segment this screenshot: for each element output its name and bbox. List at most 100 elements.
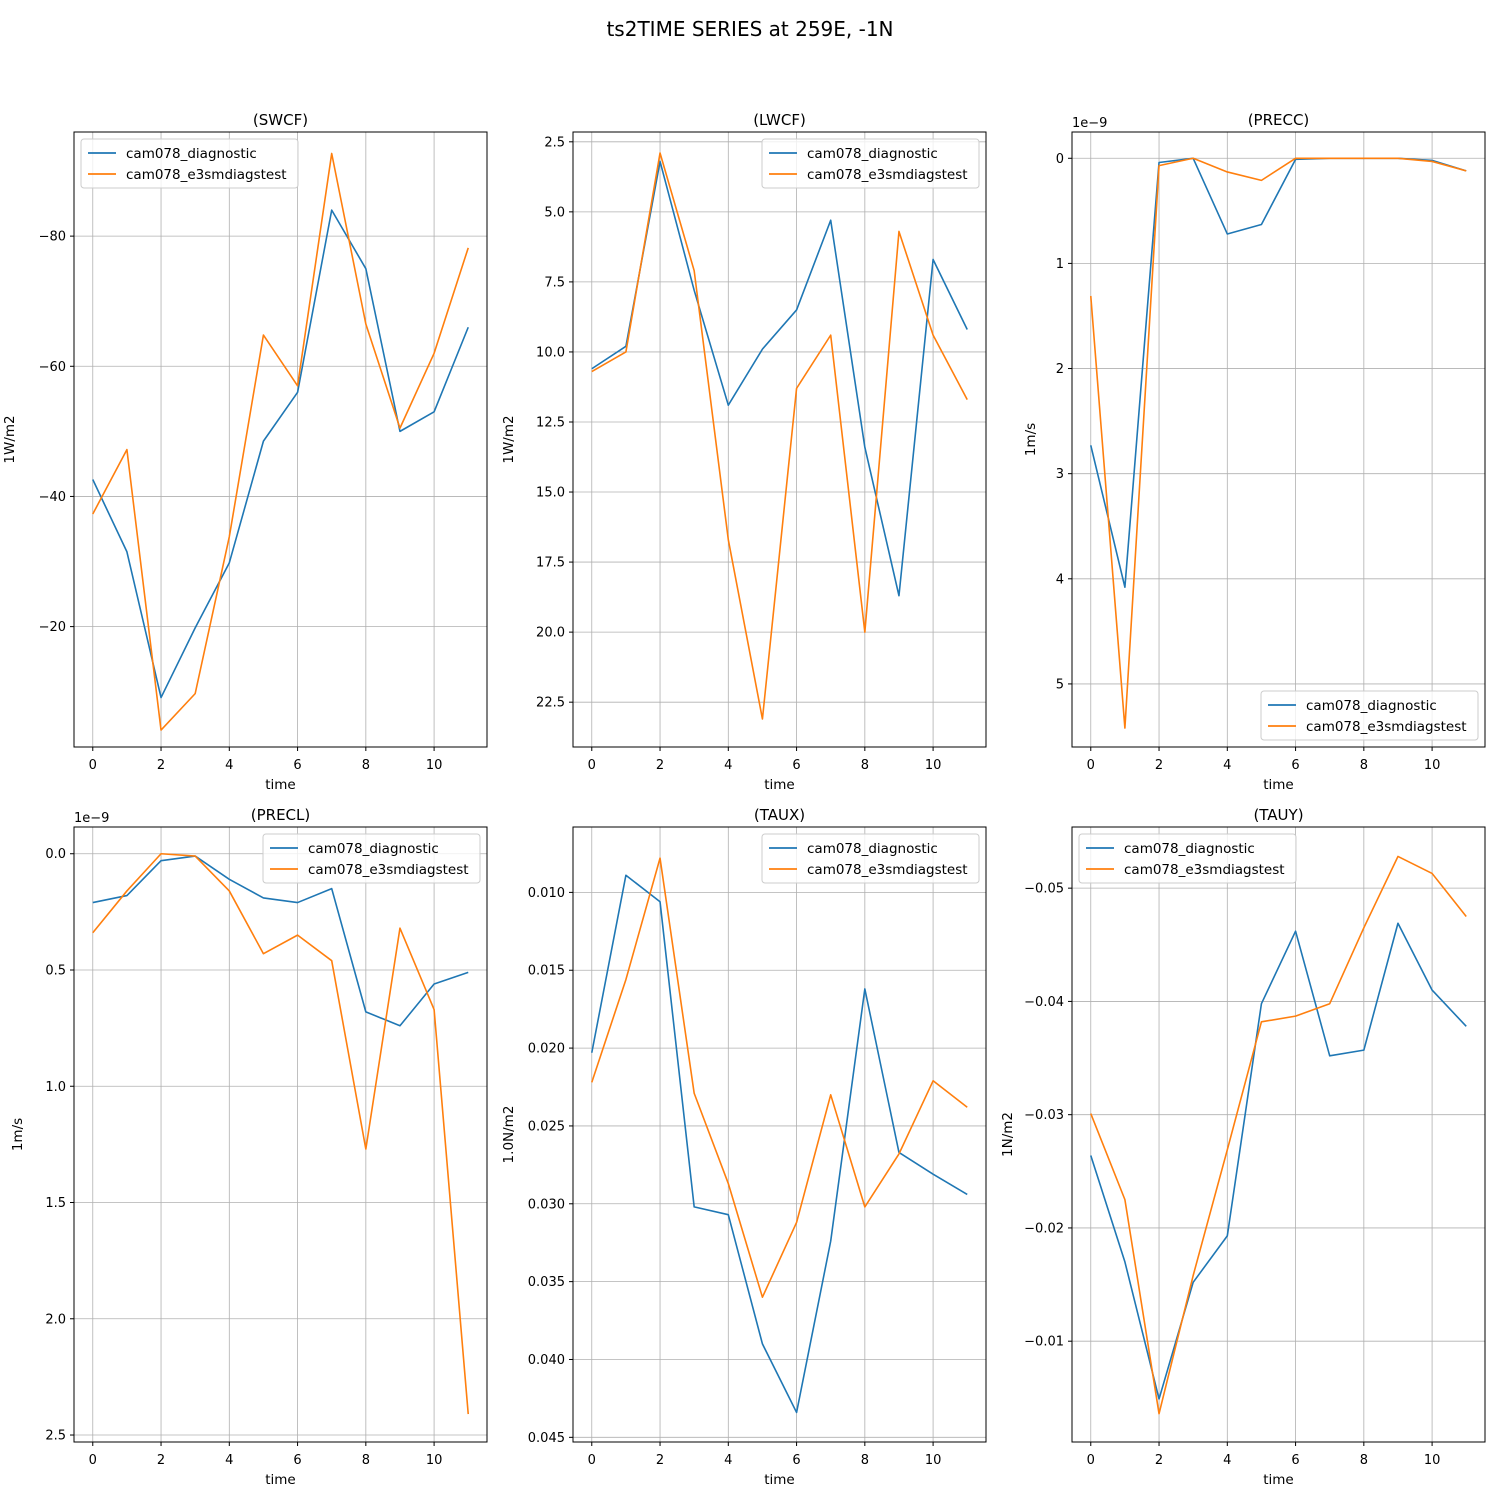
legend-label: cam078_diagnostic xyxy=(807,146,938,162)
x-tick-label: 0 xyxy=(1087,1453,1095,1468)
x-tick-label: 8 xyxy=(362,1453,370,1468)
x-axis-label: time xyxy=(764,777,795,793)
x-tick-label: 6 xyxy=(792,1453,800,1468)
legend-box xyxy=(1078,833,1297,884)
grid-lines xyxy=(573,132,986,747)
legend: cam078_diagnostic cam078_e3smdiagstest xyxy=(761,833,980,884)
y-tick-label: 7.5 xyxy=(544,275,565,290)
y-tick-label: 20.0 xyxy=(536,626,565,641)
subplot-title: (PRECC) xyxy=(1248,111,1310,129)
y-tick-label: 0 xyxy=(1056,152,1064,167)
axes-frame xyxy=(1071,826,1486,1443)
legend-label: cam078_e3smdiagstest xyxy=(807,862,968,878)
y-axis-label: 1W/m2 xyxy=(2,415,18,463)
subplot-precc: 0 2 4 6 8 10 0 1 2 3 4 5 1e−9 (PRECC) time 1m/s cam078_d… xyxy=(1023,111,1486,793)
x-tick-label: 6 xyxy=(1291,758,1299,773)
legend: cam078_diagnostic cam078_e3smdiagstest xyxy=(1078,833,1297,884)
y-tick-label: −20 xyxy=(39,620,66,635)
legend-label: cam078_diagnostic xyxy=(308,841,439,857)
x-axis-label: time xyxy=(265,777,296,793)
x-axis-label: time xyxy=(1263,1472,1294,1488)
axes-frame xyxy=(572,826,987,1443)
legend-label: cam078_diagnostic xyxy=(1124,841,1255,857)
subplot-title: (LWCF) xyxy=(753,111,806,129)
y-tick-label: 3 xyxy=(1056,467,1064,482)
grid-lines xyxy=(74,132,487,747)
y-tick-label: 0.010 xyxy=(528,886,565,901)
y-offset-label: 1e−9 xyxy=(1072,116,1107,131)
series-line-cam078_diagnostic xyxy=(591,160,968,597)
subplot-title: (TAUX) xyxy=(754,806,805,824)
y-tick-label: 0.5 xyxy=(45,963,66,978)
subplot-tauy: 0 2 4 6 8 10 −0.05 −0.04 −0.03 −0.02 −0.01 (TAUY) ti… xyxy=(1000,806,1486,1488)
series-line-cam078_e3smdiagstest xyxy=(92,152,469,731)
y-tick-label: 0.035 xyxy=(528,1275,565,1290)
y-axis-label: 1W/m2 xyxy=(501,415,517,463)
x-tick-label: 2 xyxy=(1155,1453,1163,1468)
y-tick-label: −0.03 xyxy=(1024,1108,1064,1123)
legend: cam078_diagnostic cam078_e3smdiagstest xyxy=(761,138,980,189)
y-tick-label: 4 xyxy=(1056,572,1064,587)
grid-lines xyxy=(74,827,487,1442)
x-axis-label: time xyxy=(265,1472,296,1488)
y-tick-label: 2 xyxy=(1056,362,1064,377)
x-tick-label: 6 xyxy=(1291,1453,1299,1468)
x-tick-label: 2 xyxy=(656,1453,664,1468)
x-tick-label: 0 xyxy=(89,758,97,773)
x-tick-label: 4 xyxy=(724,758,732,773)
legend-box xyxy=(262,833,481,884)
y-tick-label: −0.02 xyxy=(1024,1221,1064,1236)
y-tick-label: 5 xyxy=(1056,677,1064,692)
y-tick-label: 5.0 xyxy=(544,205,565,220)
subplot-precl: 0 2 4 6 8 10 0.0 0.5 1.0 1.5 2.0 2.5 1e−9 (PRECL) time… xyxy=(10,806,488,1488)
x-tick-label: 6 xyxy=(792,758,800,773)
x-tick-label: 8 xyxy=(861,1453,869,1468)
y-tick-label: 2.0 xyxy=(45,1312,66,1327)
x-tick-label: 8 xyxy=(362,758,370,773)
x-tick-label: 8 xyxy=(861,758,869,773)
y-tick-label: 15.0 xyxy=(536,486,565,501)
grid-lines xyxy=(1072,132,1485,747)
legend: cam078_diagnostic cam078_e3smdiagstest xyxy=(1260,690,1479,741)
legend-label: cam078_e3smdiagstest xyxy=(1306,719,1467,735)
y-tick-label: 0.025 xyxy=(528,1119,565,1134)
y-tick-label: 0.0 xyxy=(45,847,66,862)
series-line-cam078_diagnostic xyxy=(590,874,968,1414)
legend-box xyxy=(761,138,980,189)
y-tick-label: −0.05 xyxy=(1024,882,1064,897)
x-tick-label: 2 xyxy=(1155,758,1163,773)
x-tick-label: 4 xyxy=(225,1453,233,1468)
legend-label: cam078_diagnostic xyxy=(126,146,257,162)
x-tick-label: 6 xyxy=(293,1453,301,1468)
y-tick-label: 12.5 xyxy=(536,415,565,430)
y-tick-label: 1.0 xyxy=(45,1080,66,1095)
y-tick-label: 2.5 xyxy=(45,1429,66,1444)
y-tick-label: 17.5 xyxy=(536,556,565,571)
y-offset-label: 1e−9 xyxy=(74,811,109,826)
legend-label: cam078_diagnostic xyxy=(1306,698,1437,714)
legend-label: cam078_e3smdiagstest xyxy=(807,167,968,183)
y-tick-label: 0.045 xyxy=(528,1431,565,1446)
series-line-cam078_e3smdiagstest xyxy=(591,857,968,1298)
y-axis-label: 1N/m2 xyxy=(1000,1112,1016,1157)
legend-label: cam078_e3smdiagstest xyxy=(126,167,287,183)
x-tick-label: 4 xyxy=(1223,1453,1231,1468)
x-axis-label: time xyxy=(1263,777,1294,793)
x-tick-label: 4 xyxy=(1223,758,1231,773)
y-tick-label: 1 xyxy=(1056,257,1064,272)
series-line-cam078_diagnostic xyxy=(92,855,469,1027)
x-tick-label: 10 xyxy=(1424,1453,1441,1468)
x-tick-label: 10 xyxy=(925,1453,942,1468)
x-tick-label: 0 xyxy=(1087,758,1095,773)
legend-box xyxy=(80,138,299,189)
y-tick-label: 0.040 xyxy=(528,1353,565,1368)
y-axis-label: 1.0N/m2 xyxy=(501,1106,517,1164)
x-tick-label: 0 xyxy=(588,1453,596,1468)
legend: cam078_diagnostic cam078_e3smdiagstest xyxy=(262,833,481,884)
series-line-cam078_e3smdiagstest xyxy=(1089,157,1467,729)
y-tick-label: 1.5 xyxy=(45,1196,66,1211)
x-tick-label: 10 xyxy=(1424,758,1441,773)
x-tick-label: 10 xyxy=(426,1453,443,1468)
figure-suptitle: ts2TIME SERIES at 259E, -1N xyxy=(606,17,893,41)
